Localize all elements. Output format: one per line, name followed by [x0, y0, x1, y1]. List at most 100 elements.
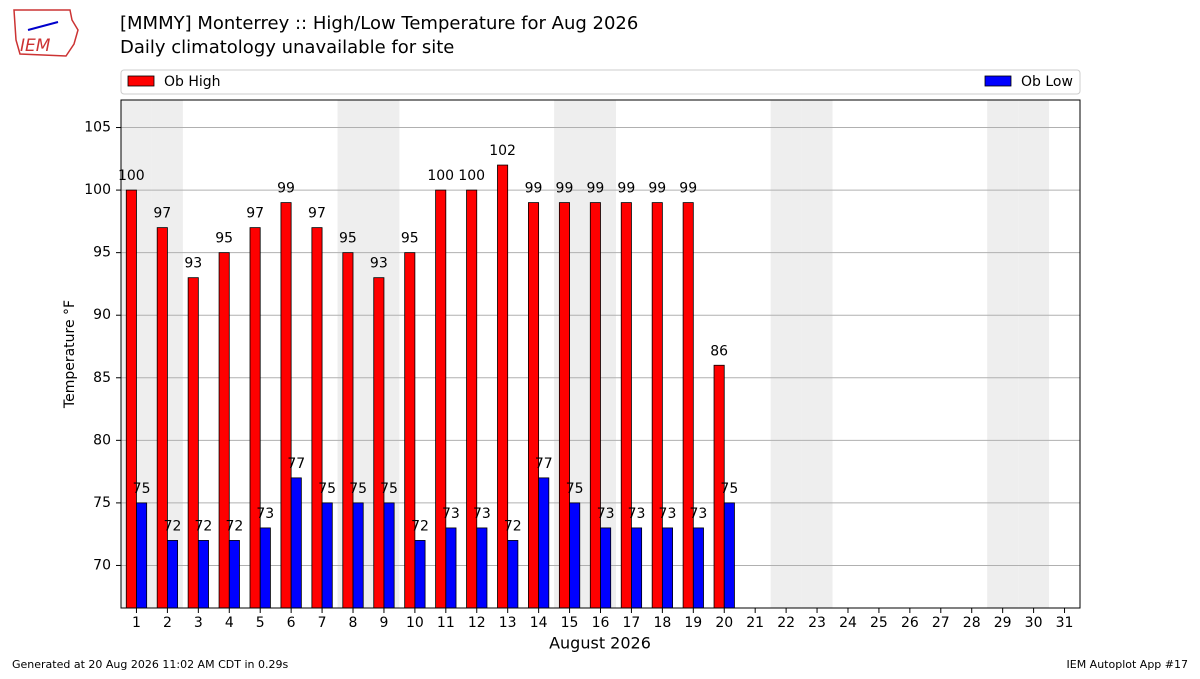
x-tick-label: 18 — [653, 615, 671, 631]
bar — [311, 227, 323, 609]
bar — [620, 202, 632, 609]
y-tick-label: 85 — [93, 370, 111, 386]
value-label: 97 — [153, 206, 171, 222]
plot-frame — [120, 99, 1081, 609]
y-tick-label: 100 — [84, 182, 111, 198]
chart-title: [MMMY] Monterrey :: High/Low Temperature… — [120, 13, 638, 34]
value-label: 102 — [489, 143, 516, 159]
bar — [589, 202, 601, 609]
bar — [136, 502, 148, 609]
logo-outline — [13, 9, 79, 57]
bar — [156, 227, 168, 609]
bar — [228, 540, 240, 609]
bar — [528, 202, 540, 609]
value-label: 86 — [710, 343, 728, 359]
weekend-band — [1018, 100, 1050, 608]
x-tick-label: 21 — [746, 615, 764, 631]
legend-swatch — [984, 75, 1012, 87]
value-label: 99 — [617, 181, 635, 197]
bar — [600, 527, 612, 609]
x-tick-label: 10 — [406, 615, 424, 631]
value-label: 93 — [184, 256, 202, 272]
x-tick-label: 24 — [839, 615, 857, 631]
bar — [167, 540, 179, 609]
value-label: 75 — [349, 481, 367, 497]
x-tick-label: 5 — [256, 615, 265, 631]
value-label: 73 — [689, 506, 707, 522]
y-tick-label: 95 — [93, 245, 111, 261]
value-label: 93 — [370, 256, 388, 272]
bar — [507, 540, 519, 609]
x-tick-label: 9 — [379, 615, 388, 631]
value-label: 99 — [679, 181, 697, 197]
value-label: 99 — [648, 181, 666, 197]
value-label: 75 — [720, 481, 738, 497]
x-tick-label: 11 — [437, 615, 455, 631]
bar — [125, 189, 137, 609]
x-tick-label: 6 — [287, 615, 296, 631]
legend-label: Ob Low — [1021, 74, 1073, 90]
chart-subtitle: Daily climatology unavailable for site — [120, 37, 454, 58]
bar — [723, 502, 735, 609]
value-label: 99 — [525, 181, 543, 197]
value-label: 77 — [535, 456, 553, 472]
x-tick-label: 28 — [963, 615, 981, 631]
bar — [661, 527, 673, 609]
value-label: 100 — [458, 168, 485, 184]
y-axis-label: Temperature °F — [62, 300, 78, 409]
x-tick-label: 19 — [684, 615, 702, 631]
x-tick-label: 8 — [349, 615, 358, 631]
bar — [497, 164, 509, 609]
value-label: 72 — [164, 518, 182, 534]
x-axis-label: August 2026 — [549, 634, 651, 653]
value-label: 97 — [246, 206, 264, 222]
y-tick-label: 105 — [84, 120, 111, 136]
value-label: 72 — [504, 518, 522, 534]
legend-label: Ob High — [164, 74, 221, 90]
footer-right: IEM Autoplot App #17 — [1067, 658, 1189, 671]
x-tick-label: 26 — [901, 615, 919, 631]
x-tick-label: 1 — [132, 615, 141, 631]
bar — [352, 502, 364, 609]
bar — [445, 527, 457, 609]
value-label: 73 — [597, 506, 615, 522]
x-tick-label: 15 — [561, 615, 579, 631]
x-tick-label: 4 — [225, 615, 234, 631]
value-label: 75 — [566, 481, 584, 497]
bar — [187, 277, 199, 609]
x-tick-label: 3 — [194, 615, 203, 631]
bar — [538, 477, 550, 609]
value-label: 73 — [256, 506, 274, 522]
bar — [631, 527, 643, 609]
value-label: 95 — [339, 231, 357, 247]
x-tick-label: 16 — [592, 615, 610, 631]
x-tick-label: 22 — [777, 615, 795, 631]
bar — [249, 227, 261, 609]
weekend-band — [801, 100, 833, 608]
value-label: 75 — [380, 481, 398, 497]
value-label: 97 — [308, 206, 326, 222]
bar — [435, 189, 447, 609]
bar — [259, 527, 271, 609]
value-label: 95 — [401, 231, 419, 247]
logo-text: IEM — [20, 36, 51, 56]
value-label: 73 — [659, 506, 677, 522]
value-label: 99 — [586, 181, 604, 197]
bar — [682, 202, 694, 609]
bar — [651, 202, 663, 609]
value-label: 73 — [442, 506, 460, 522]
bar — [342, 252, 354, 609]
x-tick-label: 29 — [994, 615, 1012, 631]
bar — [383, 502, 395, 609]
x-tick-label: 12 — [468, 615, 486, 631]
value-label: 72 — [195, 518, 213, 534]
x-tick-label: 31 — [1056, 615, 1074, 631]
x-tick-label: 13 — [499, 615, 517, 631]
x-tick-label: 30 — [1025, 615, 1043, 631]
bar — [373, 277, 385, 609]
x-tick-label: 17 — [623, 615, 641, 631]
legend-box — [120, 69, 1081, 95]
logo-icon — [27, 21, 59, 31]
value-label: 77 — [287, 456, 305, 472]
